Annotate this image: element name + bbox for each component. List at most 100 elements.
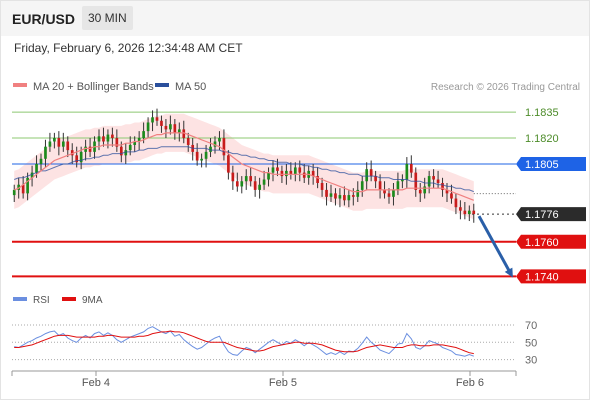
symbol-title: EUR/USD	[12, 11, 76, 27]
candle-body	[244, 176, 248, 182]
candle	[137, 131, 141, 151]
candle	[88, 138, 92, 158]
candle-body	[240, 181, 244, 187]
candle-body	[173, 124, 177, 133]
candle	[450, 184, 453, 204]
candle-body	[293, 167, 297, 175]
candle-body	[142, 131, 145, 139]
ma50-legend-swatch	[155, 83, 169, 87]
candle	[427, 170, 431, 194]
resistance-label-1.1820: 1.1820	[525, 133, 559, 145]
candle-body	[387, 193, 391, 197]
candle-body	[369, 169, 373, 177]
candle	[325, 182, 328, 206]
candle-body	[155, 117, 159, 121]
candle	[334, 188, 337, 206]
price-tags-layer: 1.1835 1.1820 1.1805 1.1776 1.1760 1.1740	[516, 107, 586, 284]
candle-body	[467, 210, 471, 215]
candle	[200, 153, 203, 168]
candle-body	[66, 141, 70, 151]
candle	[75, 146, 79, 168]
candle-body	[289, 170, 293, 175]
candle	[160, 115, 163, 133]
candle	[459, 200, 462, 220]
candle	[289, 162, 293, 180]
candle-body	[436, 179, 440, 183]
candle-body	[186, 138, 190, 145]
candle	[409, 155, 413, 178]
candle-body	[316, 176, 319, 183]
candle-body	[231, 172, 235, 182]
candle-body	[177, 129, 181, 133]
candle	[26, 172, 29, 201]
candle-body	[111, 134, 114, 139]
candle-body	[222, 138, 226, 156]
candle	[387, 188, 391, 204]
candle	[102, 127, 105, 147]
candle-body	[338, 195, 342, 199]
bollinger-band	[14, 113, 474, 220]
candle	[267, 167, 270, 187]
candle	[155, 108, 159, 126]
support-tag-text-1.1740: 1.1740	[525, 271, 559, 283]
candle-body	[227, 155, 230, 173]
candle-body	[454, 198, 458, 208]
projection-arrow-head	[504, 267, 513, 278]
candle	[240, 176, 244, 194]
candle-body	[53, 138, 56, 142]
candle-body	[12, 189, 16, 196]
ma50-line	[14, 146, 474, 193]
candle-body	[267, 172, 270, 180]
candle-body	[405, 163, 409, 180]
candle	[253, 176, 257, 197]
candle-body	[249, 176, 253, 182]
candle	[472, 203, 476, 223]
candle-body	[30, 172, 34, 178]
candle-body	[432, 176, 435, 180]
candle	[53, 132, 56, 149]
candle-body	[383, 189, 386, 194]
interval-badge[interactable]: 30 MIN	[82, 6, 133, 30]
candle	[209, 138, 212, 158]
bollinger-band-layer	[14, 113, 474, 220]
rsi-tick-label: 30	[525, 355, 537, 367]
candle	[231, 165, 235, 190]
candle-body	[325, 189, 328, 197]
candle-body	[472, 210, 476, 215]
candle-body	[79, 151, 83, 163]
candle	[57, 131, 61, 156]
candle-body	[44, 146, 47, 159]
candle-body	[262, 179, 266, 185]
candle	[111, 127, 114, 147]
candle	[182, 120, 186, 144]
rsi-legend-label: RSI	[33, 295, 50, 306]
candle	[360, 176, 364, 197]
candle-body	[115, 138, 119, 147]
candle-body	[26, 177, 29, 194]
candle	[329, 184, 333, 203]
candle-body	[320, 182, 324, 190]
candle-body	[209, 146, 212, 152]
candle	[244, 169, 248, 190]
candle-body	[21, 184, 25, 194]
candle-body	[298, 167, 302, 173]
candle-body	[450, 193, 453, 199]
candle	[61, 132, 65, 152]
candle-body	[253, 181, 257, 190]
candle	[401, 174, 404, 189]
candle-body	[218, 138, 221, 142]
projection-layer	[477, 215, 513, 278]
support-tag-1.1760	[516, 234, 586, 249]
pivot-tag-text-1.1805: 1.1805	[525, 159, 559, 171]
candle-body	[160, 120, 163, 126]
support-tag-1.1740	[516, 269, 586, 284]
candle-body	[61, 141, 65, 147]
candle-body	[17, 184, 21, 190]
candle-body	[48, 141, 52, 147]
candle-body	[360, 181, 364, 190]
candle	[164, 119, 168, 139]
candle	[396, 172, 400, 196]
candle-body	[195, 151, 199, 161]
candle-body	[374, 176, 377, 182]
candle	[151, 110, 154, 132]
